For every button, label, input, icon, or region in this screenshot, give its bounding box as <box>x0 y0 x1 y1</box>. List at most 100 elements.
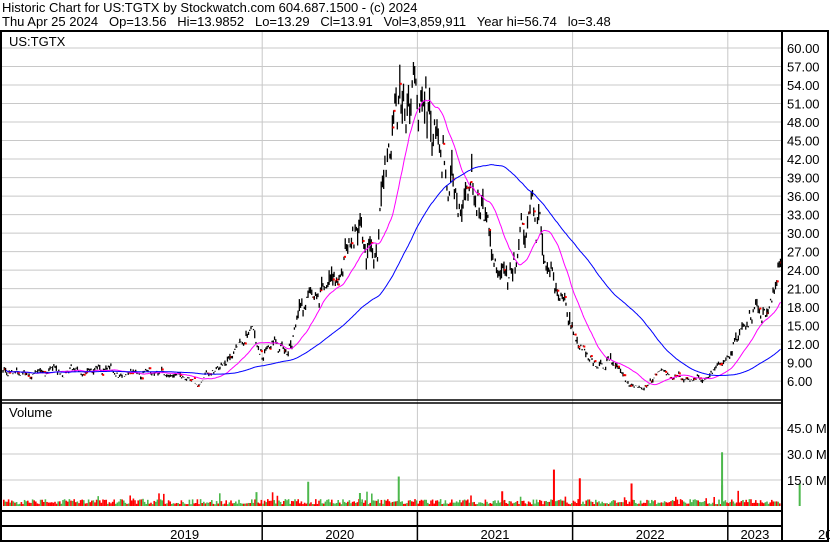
volume-bar <box>777 501 779 506</box>
volume-spike-bar <box>798 483 801 506</box>
volume-bar <box>116 502 119 506</box>
volume-bar <box>372 500 375 506</box>
volume-bar <box>243 503 245 506</box>
volume-bar <box>492 500 495 506</box>
volume-bar <box>203 501 205 506</box>
volume-bar <box>422 500 424 506</box>
volume-bar <box>19 503 21 506</box>
volume-bar <box>452 502 455 506</box>
volume-bar <box>505 502 507 506</box>
close-tick <box>583 345 586 348</box>
close-tick <box>594 360 597 363</box>
volume-bar <box>383 499 386 506</box>
volume-bar <box>593 504 595 506</box>
volume-bar <box>686 503 688 506</box>
volume-bar <box>588 499 591 506</box>
volume-bar <box>734 503 736 506</box>
volume-bar <box>73 499 75 506</box>
volume-bar <box>191 499 194 506</box>
price-tick-label: 48.00 <box>787 115 820 130</box>
volume-bar <box>47 502 50 506</box>
volume-bar <box>735 502 738 506</box>
close-tick <box>43 370 46 373</box>
volume-bar <box>332 503 335 506</box>
volume-bar <box>247 502 250 506</box>
volume-bar <box>324 501 327 506</box>
volume-bar <box>467 499 469 506</box>
volume-axis: 45.0 M 30.0 M 15.0 M <box>787 421 827 488</box>
price-tick-label: 9.00 <box>787 356 812 371</box>
volume-bar <box>284 499 287 506</box>
volume-bar <box>276 495 279 506</box>
volume-bar <box>41 499 43 506</box>
volume-bar <box>657 502 659 506</box>
volume-bar <box>363 502 365 506</box>
close-tick <box>443 142 446 145</box>
volume-bar <box>403 503 405 506</box>
volume-bar <box>756 502 759 506</box>
volume-bar <box>367 504 370 506</box>
volume-bar <box>124 502 127 506</box>
volume-bar <box>603 503 605 506</box>
outer-border <box>0 30 829 542</box>
volume-bar <box>659 502 661 506</box>
volume-bar <box>380 499 383 506</box>
volume-bar <box>174 503 176 506</box>
volume-bar <box>4 501 7 506</box>
close-tick <box>102 373 105 376</box>
volume-bar <box>351 501 354 506</box>
volume-bar <box>631 499 634 506</box>
year-label: 2023 <box>740 527 769 542</box>
volume-bar <box>339 502 341 506</box>
volume-bar <box>33 500 35 506</box>
volume-bar <box>305 503 307 506</box>
volume-bar <box>390 502 392 506</box>
volume-bar <box>596 502 599 506</box>
volume-bar <box>167 500 170 506</box>
volume-bar <box>217 503 219 506</box>
volume-bar <box>268 500 271 506</box>
volume-bar <box>526 504 528 506</box>
volume-bar <box>171 503 173 506</box>
volume-bar <box>195 503 197 506</box>
volume-bar <box>22 503 24 506</box>
volume-bar <box>158 493 160 506</box>
volume-bar <box>695 500 698 506</box>
volume-bar <box>164 503 167 506</box>
volume-bar <box>36 503 39 506</box>
volume-bar <box>321 503 323 506</box>
volume-bar <box>473 501 475 506</box>
volume-bar <box>147 499 149 506</box>
volume-bar <box>206 502 208 506</box>
volume-bar <box>772 501 775 506</box>
volume-bar <box>244 503 247 506</box>
volume-bar <box>262 503 264 506</box>
volume-bar <box>329 502 331 506</box>
volume-bar <box>486 501 488 506</box>
volume-bar <box>523 500 525 506</box>
volume-bar <box>430 500 432 506</box>
volume-bar <box>375 500 378 506</box>
volume-bar <box>449 502 451 506</box>
close-tick <box>260 350 263 353</box>
volume-bar <box>343 501 346 506</box>
volume-bar <box>481 502 483 506</box>
volume-bar <box>513 502 515 506</box>
volume-bar <box>463 499 466 506</box>
volume-bar <box>759 500 762 506</box>
volume-bar <box>716 504 719 506</box>
volume-bar <box>507 503 509 506</box>
price-tick-label: 42.00 <box>787 152 820 167</box>
volume-bar <box>649 503 651 506</box>
volume-bar <box>252 502 255 506</box>
volume-bar <box>212 503 215 506</box>
volume-bar <box>585 500 587 506</box>
volume-bar <box>479 502 482 506</box>
volume-bar <box>57 501 59 506</box>
volume-bar <box>462 500 464 506</box>
volume-bar <box>758 503 760 506</box>
volume-tick-label: 15.0 M <box>787 473 827 488</box>
close-tick <box>141 377 144 380</box>
volume-bar <box>68 499 71 506</box>
volume-bar <box>295 501 298 506</box>
